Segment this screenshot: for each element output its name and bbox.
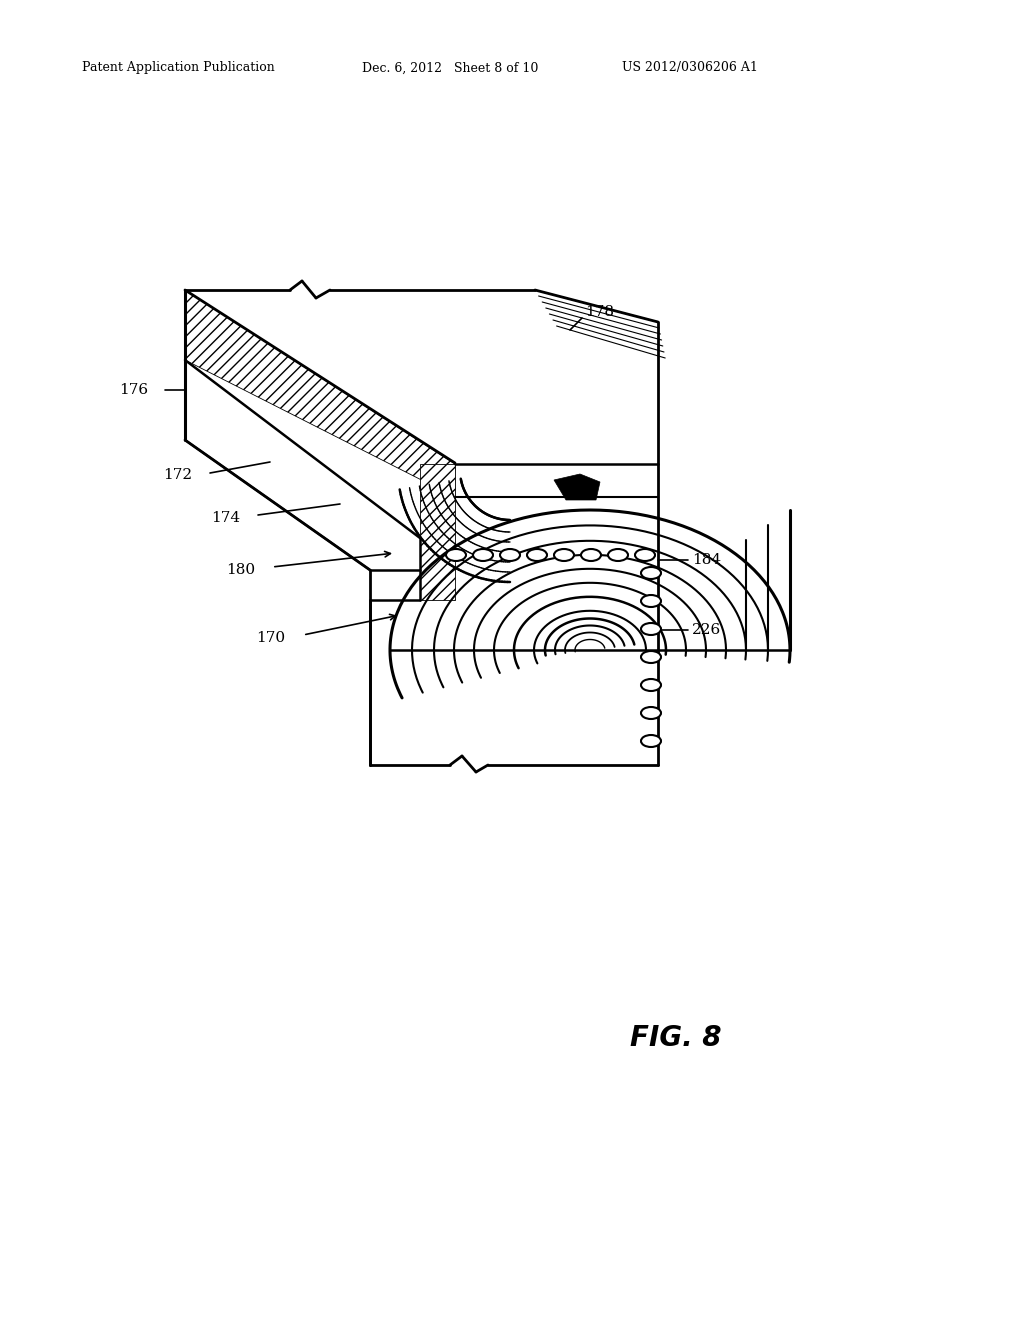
- Text: 184: 184: [692, 553, 721, 568]
- Polygon shape: [554, 474, 600, 500]
- Text: Dec. 6, 2012   Sheet 8 of 10: Dec. 6, 2012 Sheet 8 of 10: [362, 62, 539, 74]
- Ellipse shape: [641, 735, 662, 747]
- Text: 178: 178: [585, 305, 614, 319]
- Ellipse shape: [641, 678, 662, 690]
- Text: US 2012/0306206 A1: US 2012/0306206 A1: [622, 62, 758, 74]
- Ellipse shape: [500, 549, 520, 561]
- Polygon shape: [420, 465, 455, 601]
- Ellipse shape: [641, 651, 662, 663]
- Text: FIG. 8: FIG. 8: [630, 1024, 722, 1052]
- Ellipse shape: [641, 568, 662, 579]
- Ellipse shape: [446, 549, 466, 561]
- Text: 170: 170: [256, 631, 285, 645]
- Ellipse shape: [635, 549, 655, 561]
- Ellipse shape: [641, 595, 662, 607]
- Polygon shape: [185, 290, 455, 498]
- Ellipse shape: [641, 708, 662, 719]
- Text: Patent Application Publication: Patent Application Publication: [82, 62, 274, 74]
- Ellipse shape: [641, 623, 662, 635]
- Text: 172: 172: [163, 469, 193, 482]
- Text: 174: 174: [211, 511, 240, 525]
- Ellipse shape: [527, 549, 547, 561]
- Ellipse shape: [554, 549, 574, 561]
- Ellipse shape: [473, 549, 493, 561]
- Text: 226: 226: [692, 623, 721, 638]
- Text: 180: 180: [226, 564, 255, 577]
- Ellipse shape: [581, 549, 601, 561]
- Ellipse shape: [608, 549, 628, 561]
- Text: 176: 176: [119, 383, 148, 397]
